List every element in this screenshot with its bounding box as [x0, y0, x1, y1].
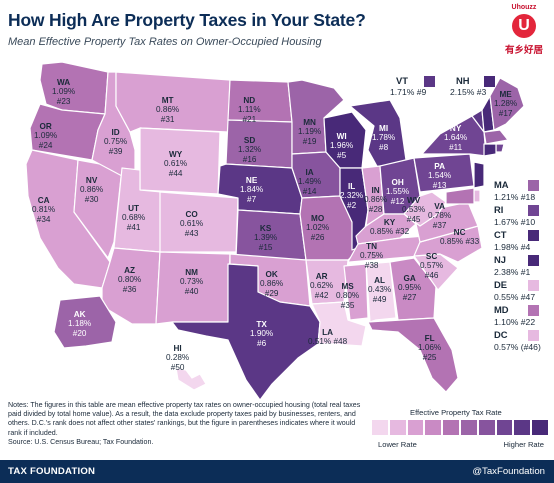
footer-brand: TAX FOUNDATION [8, 466, 96, 477]
state-CO[interactable] [159, 191, 239, 253]
brand-logo: Uhouzz U 有乡好居 [502, 4, 546, 60]
legend-higher-label: Higher Rate [503, 440, 544, 449]
state-SD[interactable] [225, 119, 293, 169]
swatch-RI [528, 205, 539, 216]
swatch-NH [484, 76, 495, 87]
state-TX[interactable] [171, 263, 321, 400]
notes-block: Notes: The figures in this table are mea… [8, 401, 362, 447]
state-MA[interactable] [483, 129, 509, 145]
source-text: Source: U.S. Census Bureau; Tax Foundati… [8, 437, 154, 446]
state-HI[interactable] [175, 367, 207, 391]
swatch-MD [528, 305, 539, 316]
scale-step-7 [478, 420, 495, 435]
logo-top-text: Uhouzz [511, 4, 537, 11]
scale-step-10 [532, 420, 548, 435]
state-AK[interactable] [53, 295, 117, 349]
scale-step-9 [514, 420, 531, 435]
legend-title: Effective Property Tax Rate [410, 408, 502, 417]
state-CT[interactable] [483, 143, 497, 157]
state-MD[interactable] [445, 187, 475, 205]
swatch-CT [528, 230, 539, 241]
small-state-NJ: NJ 2.38% #1 [494, 255, 550, 277]
state-AL[interactable] [365, 261, 397, 323]
swatch-DC [528, 330, 539, 341]
state-MT[interactable] [115, 71, 231, 133]
color-scale [372, 420, 548, 435]
scale-step-2 [389, 420, 406, 435]
page-subtitle: Mean Effective Property Tax Rates on Own… [8, 36, 322, 48]
scale-step-3 [407, 420, 424, 435]
state-PA[interactable] [413, 153, 475, 193]
logo-bottom-text: 有乡好居 [504, 45, 543, 56]
scale-step-1 [372, 420, 388, 435]
small-state-DC: DC 0.57% (#46) [494, 329, 541, 353]
small-state-CT: CT 1.98% #4 [494, 230, 550, 252]
swatch-NJ [528, 255, 539, 266]
page-title: How High Are Property Taxes in Your Stat… [8, 10, 366, 30]
small-state-VT: VT 1.71% #9 [390, 76, 436, 98]
small-state-MA: MA 1.21% #18 [494, 180, 550, 202]
small-state-NH: NH 2.15% #3 [450, 76, 496, 98]
small-state-RI: RI 1.67% #10 [494, 205, 550, 227]
scale-step-6 [460, 420, 477, 435]
swatch-MA [528, 180, 539, 191]
scale-step-8 [496, 420, 513, 435]
legend-lower-label: Lower Rate [378, 440, 417, 449]
state-DE[interactable] [473, 189, 481, 203]
state-AR[interactable] [305, 259, 349, 305]
notes-text: Notes: The figures in this table are mea… [8, 401, 361, 437]
us-property-tax-map [25, 61, 525, 400]
small-state-MD: MD 1.10% #22 [494, 305, 550, 327]
state-NM[interactable] [155, 251, 231, 325]
swatch-DE [528, 280, 539, 291]
scale-step-5 [443, 420, 459, 435]
state-FL[interactable] [367, 317, 459, 393]
footer-handle[interactable]: @TaxFoundation [472, 466, 545, 477]
state-NJ[interactable] [473, 161, 485, 189]
state-ND[interactable] [227, 79, 293, 123]
state-MS[interactable] [343, 263, 369, 321]
state-ME[interactable] [489, 77, 525, 131]
state-KS[interactable] [235, 209, 307, 261]
footer-bar: TAX FOUNDATION @TaxFoundation [0, 460, 554, 483]
state-LA[interactable] [311, 301, 367, 347]
swatch-VT [424, 76, 435, 87]
state-RI[interactable] [495, 143, 505, 153]
scale-step-4 [425, 420, 442, 435]
logo-mark: U [512, 14, 536, 38]
small-state-DE: DE 0.55% #47 [494, 280, 550, 302]
state-WY[interactable] [139, 127, 221, 195]
state-GA[interactable] [389, 257, 437, 321]
